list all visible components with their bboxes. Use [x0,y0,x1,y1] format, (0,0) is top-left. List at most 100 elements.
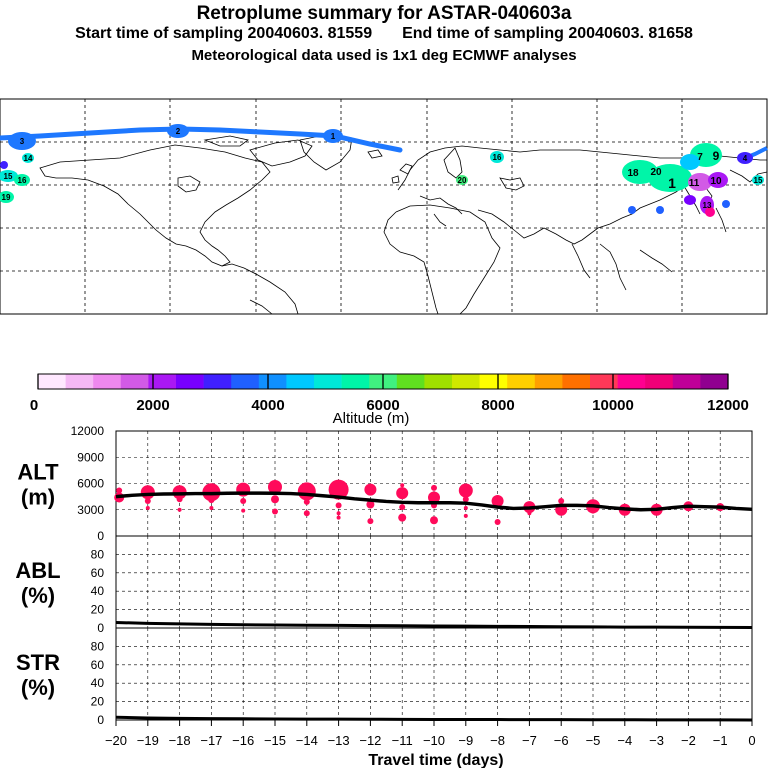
time-series-panels: 030006000900012000ALT(m)020406080ABL(%)0… [15,424,755,748]
plume-label: 19 [2,193,11,202]
colorbar-swatch [452,374,480,389]
plume-label: 10 [710,176,722,187]
x-tick-label: −19 [137,733,159,748]
colorbar-swatch [507,374,536,389]
plume-cluster-marker [8,132,36,150]
y-tick-label: 60 [91,566,105,580]
colorbar-swatch [120,374,149,389]
plume-track-line [0,126,403,153]
y-tick-label: 20 [91,603,105,617]
y-tick-label: 0 [97,621,104,635]
colorbar-swatch [534,374,563,389]
colorbar-swatch [617,374,646,389]
colorbar-swatch [286,374,315,389]
y-tick-label: 60 [91,658,105,672]
colorbar-swatch [562,374,591,389]
plume-label: 14 [24,154,33,163]
plume-cluster-marker [680,154,700,170]
cluster-point [364,483,377,496]
cluster-point [240,498,247,504]
colorbar-swatch [65,374,94,389]
plume-cluster-marker [0,170,18,182]
y-axis-unit: (%) [21,675,55,700]
y-tick-label: 40 [91,676,105,690]
cluster-point [366,500,375,509]
y-axis-unit: (m) [21,485,55,510]
cluster-point [303,498,310,505]
x-tick-label: −3 [649,733,664,748]
plume-label: 20 [650,167,662,178]
y-tick-label: 0 [97,529,104,543]
chart-title: Retroplume summary for ASTAR-040603a [196,3,572,24]
plume-cluster-marker [167,124,189,138]
x-axis-ticks: −20 −19 −18 −17 −16 −15 −14 −13 −12 −11 −10 −9 −8 −7−… [105,720,756,748]
cluster-point [463,513,468,518]
colorbar-swatch [479,374,508,389]
plume-cluster-marker [737,152,753,164]
cluster-point [268,480,282,494]
y-axis-label: ABL [15,558,60,583]
panel-str: 0 20 40 60 80 STR(%) [16,627,753,727]
colorbar-swatch [231,374,260,389]
panel-alt: 0 3000 6000 9000 12000 ALT(m) [17,424,753,543]
cluster-point [116,487,123,494]
x-tick-label: −6 [554,733,569,748]
plume-cluster-marker [648,164,692,192]
colorbar-swatch [341,374,370,389]
y-tick-label: 80 [91,639,105,653]
x-tick-label: −1 [713,733,728,748]
colorbar-swatch [38,374,66,389]
plume-cluster-marker [14,174,30,186]
plume-label: 3 [20,137,25,146]
x-tick-label: −10 [423,733,445,748]
mean-altitude-line [115,491,753,512]
cluster-point [367,518,374,525]
plume-cluster-marker [688,173,712,191]
cluster-point [527,511,532,516]
cluster-point [208,497,215,504]
colorbar-swatch [645,374,674,389]
start-time-label: Start time of sampling 20040603. 81559 [75,25,373,42]
colorbar-tick-label: 10000 [592,397,634,414]
plume-label: 2 [176,127,181,136]
cluster-point [431,484,437,491]
x-tick-label: −16 [232,733,254,748]
plume-label: 18 [627,168,639,179]
colorbar-swatch [176,374,204,389]
plume-label: 7 [697,152,703,163]
cluster-point [140,485,155,500]
colorbar-tick-label: 2000 [136,397,169,414]
colorbar-swatch [93,374,122,389]
cluster-point [335,502,342,509]
cluster-point [145,506,150,510]
plume-label: 16 [18,176,27,185]
cluster-point [241,508,246,513]
plume-cluster-marker [0,191,14,203]
cluster-point [558,498,565,504]
plume-cluster-marker [705,207,715,217]
plume-cluster-marker [323,129,343,143]
plume-label: 13 [703,201,712,210]
cluster-point [176,496,183,503]
x-axis-label: Travel time (days) [368,752,503,768]
map-panel: 3 2 1 14 15 16 19 16 20 18 20 1 9 7 11 1… [0,98,768,315]
cluster-point [398,513,407,522]
x-tick-label: −14 [296,733,318,748]
plume-cluster-marker [0,161,8,169]
cluster-point [396,487,409,500]
plume-label: 16 [493,153,502,162]
cluster-point [336,515,341,520]
colorbar [37,373,729,390]
colorbar-tick-label: 0 [30,397,38,414]
plume-label: 15 [754,176,763,185]
plume-label: 1 [331,132,336,141]
plume-label: 15 [4,172,13,181]
colorbar-tick-label: 12000 [707,397,749,414]
cluster-point [272,508,278,515]
y-axis-label: ALT [17,460,59,485]
colorbar-tick-labels: 0 2000 4000 6000 8000 10000 12000 [30,397,749,414]
colorbar-swatch [203,374,232,389]
plume-label: 9 [713,149,720,163]
y-tick-label: 40 [91,584,105,598]
